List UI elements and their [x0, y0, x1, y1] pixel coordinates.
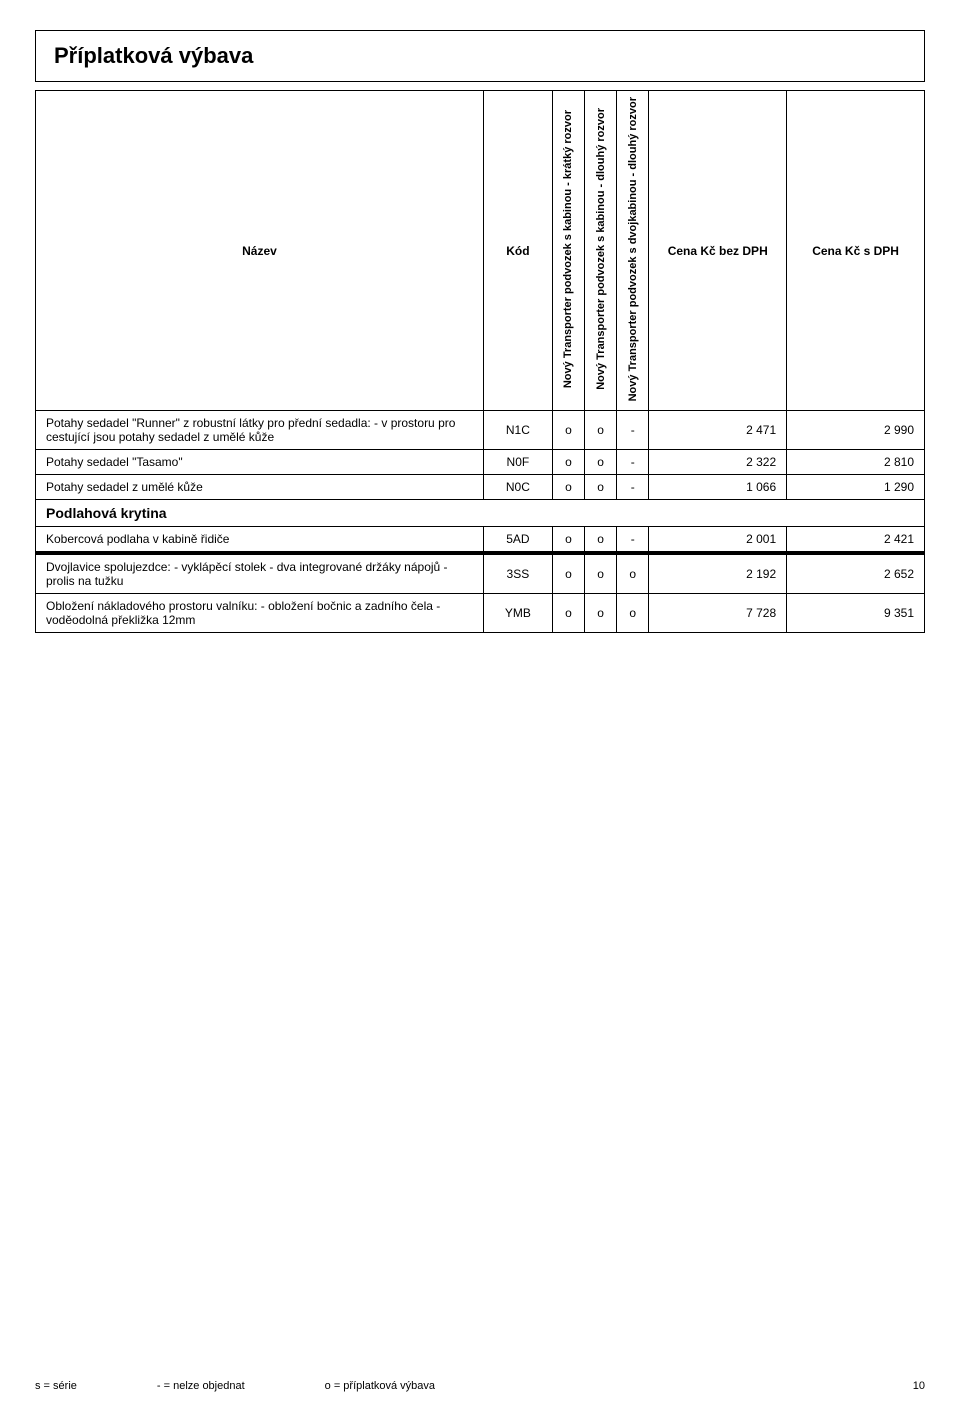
legend-optional: o = příplatková výbava [325, 1380, 435, 1392]
col-variant-3-label: Nový Transporter podvozek s dvojkabinou … [627, 97, 639, 401]
table-row: Potahy sedadel "Tasamo"N0Foo-2 3222 810 [36, 450, 925, 475]
cell-name: Potahy sedadel z umělé kůže [36, 475, 484, 500]
legend-na: - = nelze objednat [157, 1380, 245, 1392]
cell-price-no-vat: 7 728 [649, 594, 787, 633]
cell-variant-2: o [585, 475, 617, 500]
cell-name: Kobercová podlaha v kabině řidiče [36, 527, 484, 552]
table-row: Kobercová podlaha v kabině řidiče5ADoo-2… [36, 527, 925, 552]
cell-variant-2: o [585, 527, 617, 552]
cell-price-no-vat: 2 471 [649, 411, 787, 450]
table-row: Potahy sedadel "Runner" z robustní látky… [36, 411, 925, 450]
cell-variant-2: o [585, 450, 617, 475]
col-code: Kód [483, 91, 552, 411]
cell-variant-1: o [552, 594, 584, 633]
section-heading: Podlahová krytina [36, 500, 925, 527]
cell-variant-3: - [617, 411, 649, 450]
cell-code: N0C [483, 475, 552, 500]
col-price-vat: Cena Kč s DPH [787, 91, 925, 411]
col-name: Název [36, 91, 484, 411]
col-variant-1-label: Nový Transporter podvozek s kabinou - kr… [562, 110, 574, 388]
table-row: Podlahová krytina [36, 500, 925, 527]
table-body: Potahy sedadel "Runner" z robustní látky… [36, 411, 925, 633]
table-row: Potahy sedadel z umělé kůžeN0Coo-1 0661 … [36, 475, 925, 500]
cell-variant-1: o [552, 450, 584, 475]
col-price-no-vat: Cena Kč bez DPH [649, 91, 787, 411]
title-box: Příplatková výbava [35, 30, 925, 82]
cell-price-vat: 2 810 [787, 450, 925, 475]
cell-name: Obložení nákladového prostoru valníku: -… [36, 594, 484, 633]
cell-name: Potahy sedadel "Runner" z robustní látky… [36, 411, 484, 450]
cell-variant-2: o [585, 594, 617, 633]
cell-price-vat: 2 990 [787, 411, 925, 450]
col-variant-1: Nový Transporter podvozek s kabinou - kr… [552, 91, 584, 411]
cell-variant-2: o [585, 554, 617, 594]
cell-price-no-vat: 2 001 [649, 527, 787, 552]
cell-variant-1: o [552, 411, 584, 450]
cell-code: N1C [483, 411, 552, 450]
cell-price-no-vat: 2 322 [649, 450, 787, 475]
cell-variant-3: - [617, 450, 649, 475]
cell-variant-1: o [552, 527, 584, 552]
cell-price-vat: 9 351 [787, 594, 925, 633]
cell-price-no-vat: 2 192 [649, 554, 787, 594]
cell-variant-3: o [617, 554, 649, 594]
cell-price-no-vat: 1 066 [649, 475, 787, 500]
col-variant-2: Nový Transporter podvozek s kabinou - dl… [585, 91, 617, 411]
cell-variant-1: o [552, 475, 584, 500]
table-row: Obložení nákladového prostoru valníku: -… [36, 594, 925, 633]
cell-code: 5AD [483, 527, 552, 552]
col-variant-3: Nový Transporter podvozek s dvojkabinou … [617, 91, 649, 411]
cell-name: Potahy sedadel "Tasamo" [36, 450, 484, 475]
equipment-table: Název Kód Nový Transporter podvozek s ka… [35, 90, 925, 633]
page-number: 10 [913, 1380, 925, 1392]
page-footer: s = série - = nelze objednat o = příplat… [35, 1380, 925, 1392]
cell-variant-1: o [552, 554, 584, 594]
cell-price-vat: 2 421 [787, 527, 925, 552]
cell-variant-3: o [617, 594, 649, 633]
cell-code: 3SS [483, 554, 552, 594]
cell-code: YMB [483, 594, 552, 633]
cell-variant-3: - [617, 475, 649, 500]
cell-variant-3: - [617, 527, 649, 552]
cell-code: N0F [483, 450, 552, 475]
cell-variant-2: o [585, 411, 617, 450]
table-row: Dvojlavice spolujezdce: - vyklápěcí stol… [36, 554, 925, 594]
footer-legend: s = série - = nelze objednat o = příplat… [35, 1380, 435, 1392]
cell-price-vat: 1 290 [787, 475, 925, 500]
page-title: Příplatková výbava [54, 43, 906, 69]
legend-series: s = série [35, 1380, 77, 1392]
table-header-row: Název Kód Nový Transporter podvozek s ka… [36, 91, 925, 411]
cell-name: Dvojlavice spolujezdce: - vyklápěcí stol… [36, 554, 484, 594]
col-variant-2-label: Nový Transporter podvozek s kabinou - dl… [595, 108, 607, 390]
cell-price-vat: 2 652 [787, 554, 925, 594]
